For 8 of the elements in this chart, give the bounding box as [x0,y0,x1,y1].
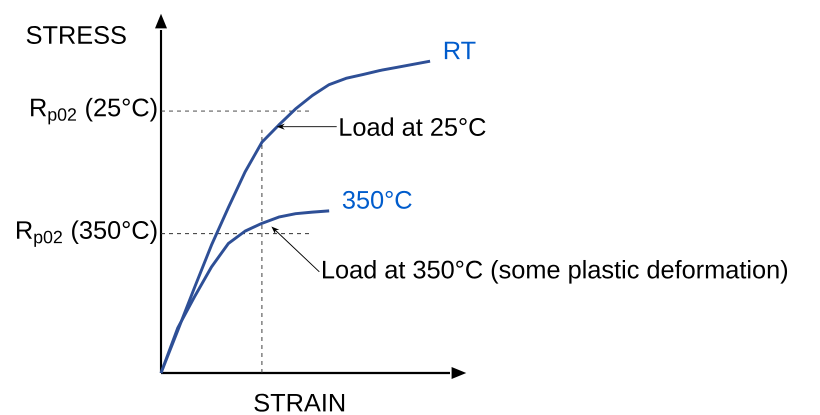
series-label: RT [444,42,476,60]
ref-line-label: R$_{p02}$ (350°C) [16,220,156,247]
x-axis-title: STRAIN [254,394,344,412]
y-axis-title: STRESS [26,26,126,44]
series-label: 350°C [342,190,412,209]
ref-line-label: R$_{p02}$ (25°C) [31,98,156,124]
annotation: Load at 25°C [340,117,486,136]
annotation: Load at 350°C (some plastic deformation) [323,260,788,284]
